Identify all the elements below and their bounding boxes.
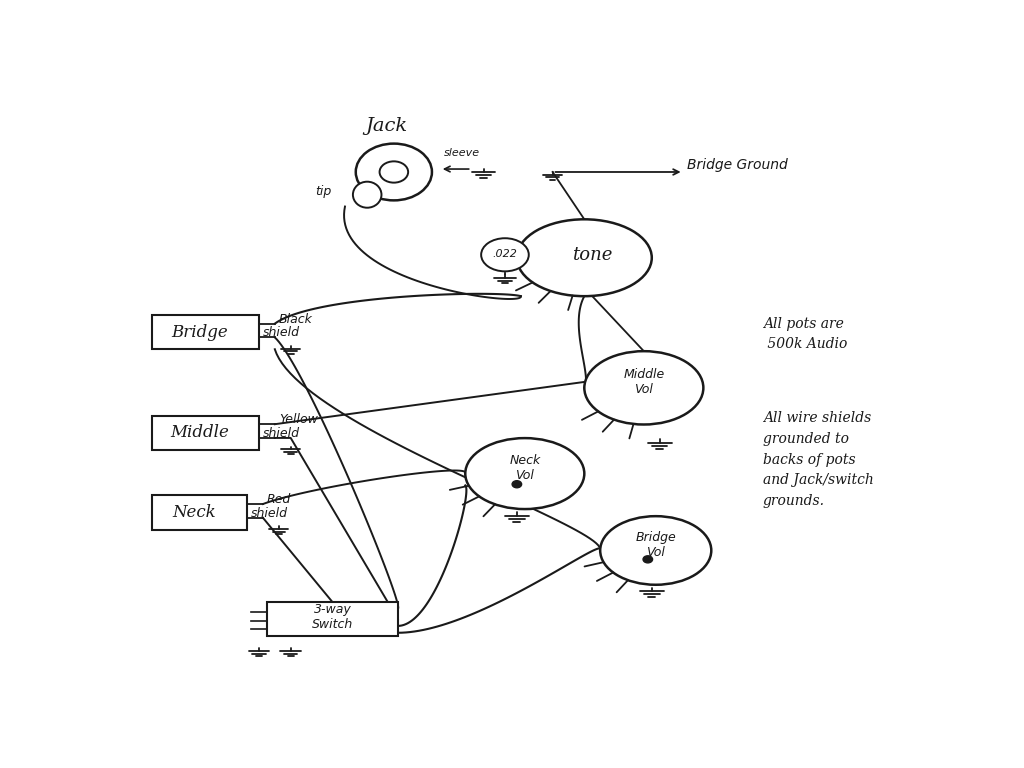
Text: tone: tone [572, 246, 612, 263]
Ellipse shape [481, 238, 528, 271]
Text: Black: Black [279, 313, 312, 326]
Text: All pots are
 500k Audio: All pots are 500k Audio [763, 317, 847, 352]
Text: shield: shield [251, 507, 288, 520]
Text: Bridge Ground: Bridge Ground [687, 158, 788, 172]
FancyBboxPatch shape [152, 315, 259, 349]
Ellipse shape [585, 351, 703, 425]
Circle shape [355, 144, 432, 200]
Ellipse shape [353, 182, 382, 207]
FancyBboxPatch shape [152, 415, 259, 450]
Text: Jack: Jack [365, 117, 408, 134]
Text: 3-way
Switch: 3-way Switch [311, 604, 353, 631]
Ellipse shape [465, 438, 585, 509]
Text: Middle
Vol: Middle Vol [624, 368, 665, 396]
Circle shape [512, 481, 521, 488]
Text: Red: Red [267, 493, 291, 506]
Text: shield: shield [263, 427, 300, 440]
Text: Neck
Vol: Neck Vol [509, 454, 541, 482]
Circle shape [643, 556, 652, 563]
Text: Bridge: Bridge [172, 324, 228, 341]
Text: Bridge
Vol: Bridge Vol [635, 531, 676, 558]
Text: tip: tip [315, 185, 332, 198]
Text: shield: shield [263, 326, 300, 339]
Text: .022: .022 [493, 249, 517, 259]
Text: sleeve: sleeve [443, 148, 480, 158]
FancyBboxPatch shape [152, 495, 247, 530]
Ellipse shape [600, 516, 712, 584]
FancyBboxPatch shape [267, 602, 397, 636]
Text: All wire shields
grounded to
backs of pots
and Jack/switch
grounds.: All wire shields grounded to backs of po… [763, 412, 873, 508]
Ellipse shape [517, 220, 651, 296]
Circle shape [380, 161, 409, 183]
Text: Yellow: Yellow [279, 413, 317, 426]
Text: Neck: Neck [173, 504, 216, 521]
Text: Middle: Middle [171, 424, 229, 442]
